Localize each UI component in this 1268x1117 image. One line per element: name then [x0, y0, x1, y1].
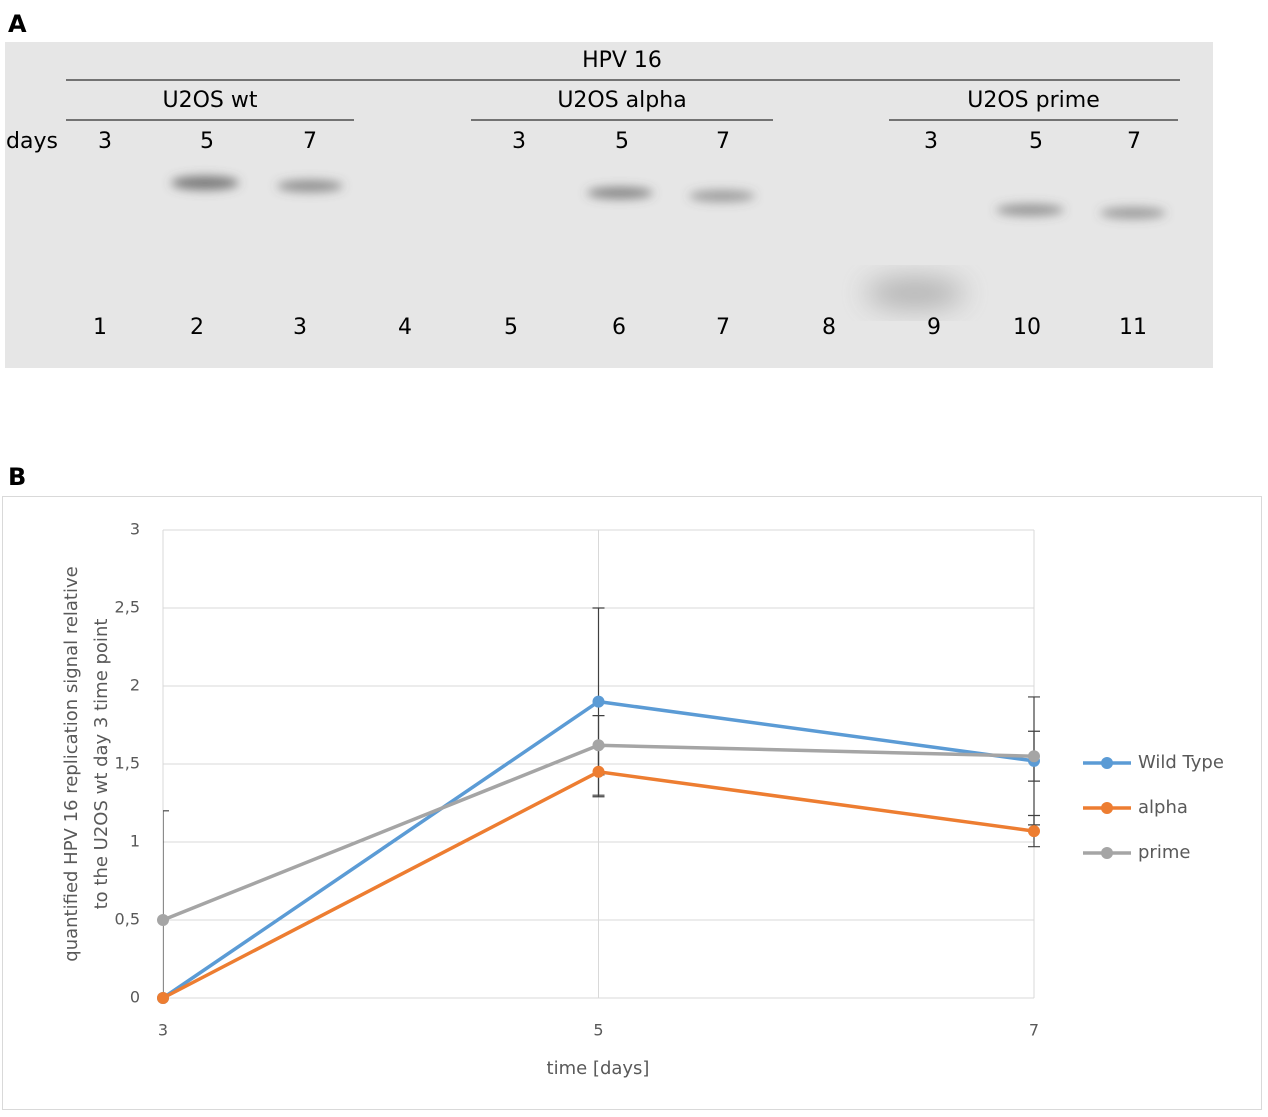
data-point [1028, 750, 1040, 762]
days-label: days [6, 129, 58, 154]
figure: A HPV 16 days U2OS wt 3 5 7 U2OS alpha 3 5 7 U2O… [0, 0, 1268, 1113]
lane-number: 7 [716, 315, 730, 340]
data-point [1028, 825, 1040, 837]
smudge [865, 279, 965, 307]
group-label: U2OS alpha [557, 88, 686, 113]
day-label: 3 [924, 129, 938, 154]
y-tick-label: 2,5 [115, 598, 140, 617]
y-tick-label: 0,5 [115, 910, 140, 929]
y-axis-title: to the U2OS wt day 3 time point [91, 619, 112, 910]
panel-label: B [8, 463, 26, 491]
legend-label: prime [1138, 842, 1190, 863]
chart-frame [3, 497, 1262, 1110]
y-tick-label: 3 [130, 520, 140, 539]
construct-label: HPV 16 [582, 48, 662, 73]
legend-label: alpha [1138, 797, 1188, 818]
lane-number: 8 [822, 315, 836, 340]
x-tick-label: 7 [1029, 1021, 1039, 1040]
day-label: 3 [98, 129, 112, 154]
day-label: 5 [200, 129, 214, 154]
data-point [593, 766, 605, 778]
day-label: 3 [512, 129, 526, 154]
group-label: U2OS prime [967, 88, 1099, 113]
lane-number: 3 [293, 315, 307, 340]
group-label: U2OS wt [163, 88, 258, 113]
y-axis-title: quantified HPV 16 replication signal rel… [61, 566, 82, 961]
x-axis-title: time [days] [547, 1058, 650, 1079]
lane-number: 6 [612, 315, 626, 340]
lane-number: 4 [398, 315, 412, 340]
legend-marker [1101, 757, 1113, 769]
day-label: 7 [303, 129, 317, 154]
data-point [157, 992, 169, 1004]
day-label: 7 [1127, 129, 1141, 154]
legend-marker [1101, 802, 1113, 814]
panel-label: A [8, 10, 27, 38]
lane-number: 10 [1013, 315, 1041, 340]
legend-marker [1101, 847, 1113, 859]
data-point [157, 914, 169, 926]
y-tick-label: 0 [130, 988, 140, 1007]
lane-number: 11 [1119, 315, 1147, 340]
lane-number: 2 [190, 315, 204, 340]
lane-number: 9 [927, 315, 941, 340]
y-tick-label: 1 [130, 832, 140, 851]
page: A HPV 16 days U2OS wt 3 5 7 U2OS alpha 3 5 7 U2O… [0, 0, 1268, 1113]
data-point [593, 739, 605, 751]
day-label: 5 [1029, 129, 1043, 154]
data-point [593, 696, 605, 708]
legend-label: Wild Type [1138, 752, 1224, 773]
x-tick-label: 3 [158, 1021, 168, 1040]
lane-number: 1 [93, 315, 107, 340]
y-tick-label: 2 [130, 676, 140, 695]
day-label: 7 [716, 129, 730, 154]
lane-number: 5 [504, 315, 518, 340]
day-label: 5 [615, 129, 629, 154]
y-tick-label: 1,5 [115, 754, 140, 773]
x-tick-label: 5 [593, 1021, 603, 1040]
